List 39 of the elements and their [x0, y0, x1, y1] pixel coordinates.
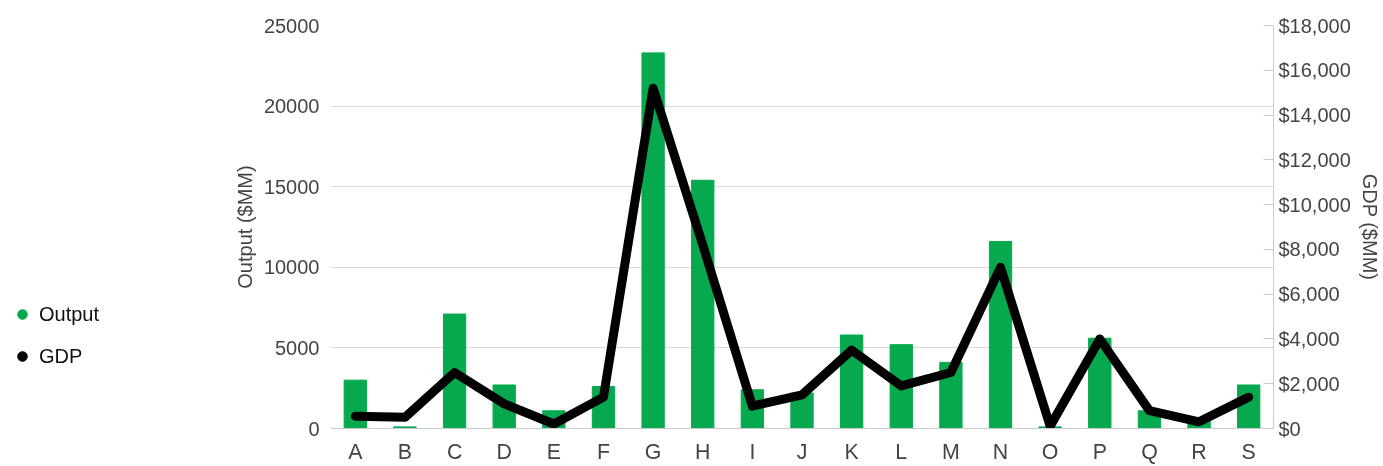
- legend-label: GDP: [39, 344, 83, 368]
- y2-tick-label: $18,000: [1278, 14, 1351, 37]
- y2-tick-label: $12,000: [1278, 148, 1351, 171]
- y2-tick-label: $8,000: [1278, 238, 1340, 261]
- y-tick-label: 15000: [263, 175, 320, 198]
- y2-tick-label: $16,000: [1278, 59, 1351, 82]
- x-tick-label: R: [1191, 439, 1207, 464]
- x-tick-label: H: [695, 439, 711, 464]
- x-tick-label: C: [446, 439, 463, 464]
- y2-tick-label: $10,000: [1278, 193, 1351, 216]
- x-tick-label: E: [546, 439, 561, 464]
- y2-tick-label: $0: [1278, 417, 1301, 440]
- x-tick-label: I: [749, 439, 756, 464]
- y2-tick-label: $6,000: [1278, 283, 1340, 306]
- x-tick-label: L: [895, 439, 908, 464]
- y-tick-label: 20000: [263, 95, 320, 118]
- x-tick-label: O: [1041, 439, 1059, 464]
- x-tick-label: M: [942, 439, 960, 464]
- y-axis-title: Output ($MM): [233, 165, 256, 289]
- x-tick-label: F: [596, 439, 610, 464]
- y2-axis-title: GDP ($MM): [1358, 173, 1381, 280]
- x-tick-label: B: [397, 439, 413, 464]
- y2-tick-label: $14,000: [1278, 104, 1351, 127]
- x-tick-label: P: [1092, 439, 1107, 464]
- x-tick-label: N: [992, 439, 1009, 464]
- x-tick-label: J: [796, 439, 808, 464]
- y-tick-label: 0: [308, 417, 320, 440]
- y-tick-label: 5000: [275, 336, 320, 359]
- x-tick-label: K: [844, 439, 859, 464]
- legend-label: Output: [39, 302, 100, 326]
- y-tick-label: 10000: [263, 256, 320, 279]
- y2-tick-label: $4,000: [1278, 327, 1340, 350]
- x-tick-label: A: [348, 439, 364, 464]
- x-tick-label: G: [644, 439, 662, 464]
- x-tick-label: S: [1241, 439, 1256, 464]
- y-tick-label: 25000: [263, 14, 320, 37]
- x-tick-label: Q: [1141, 439, 1158, 464]
- y2-tick-label: $2,000: [1278, 372, 1340, 395]
- x-tick-label: D: [496, 439, 512, 464]
